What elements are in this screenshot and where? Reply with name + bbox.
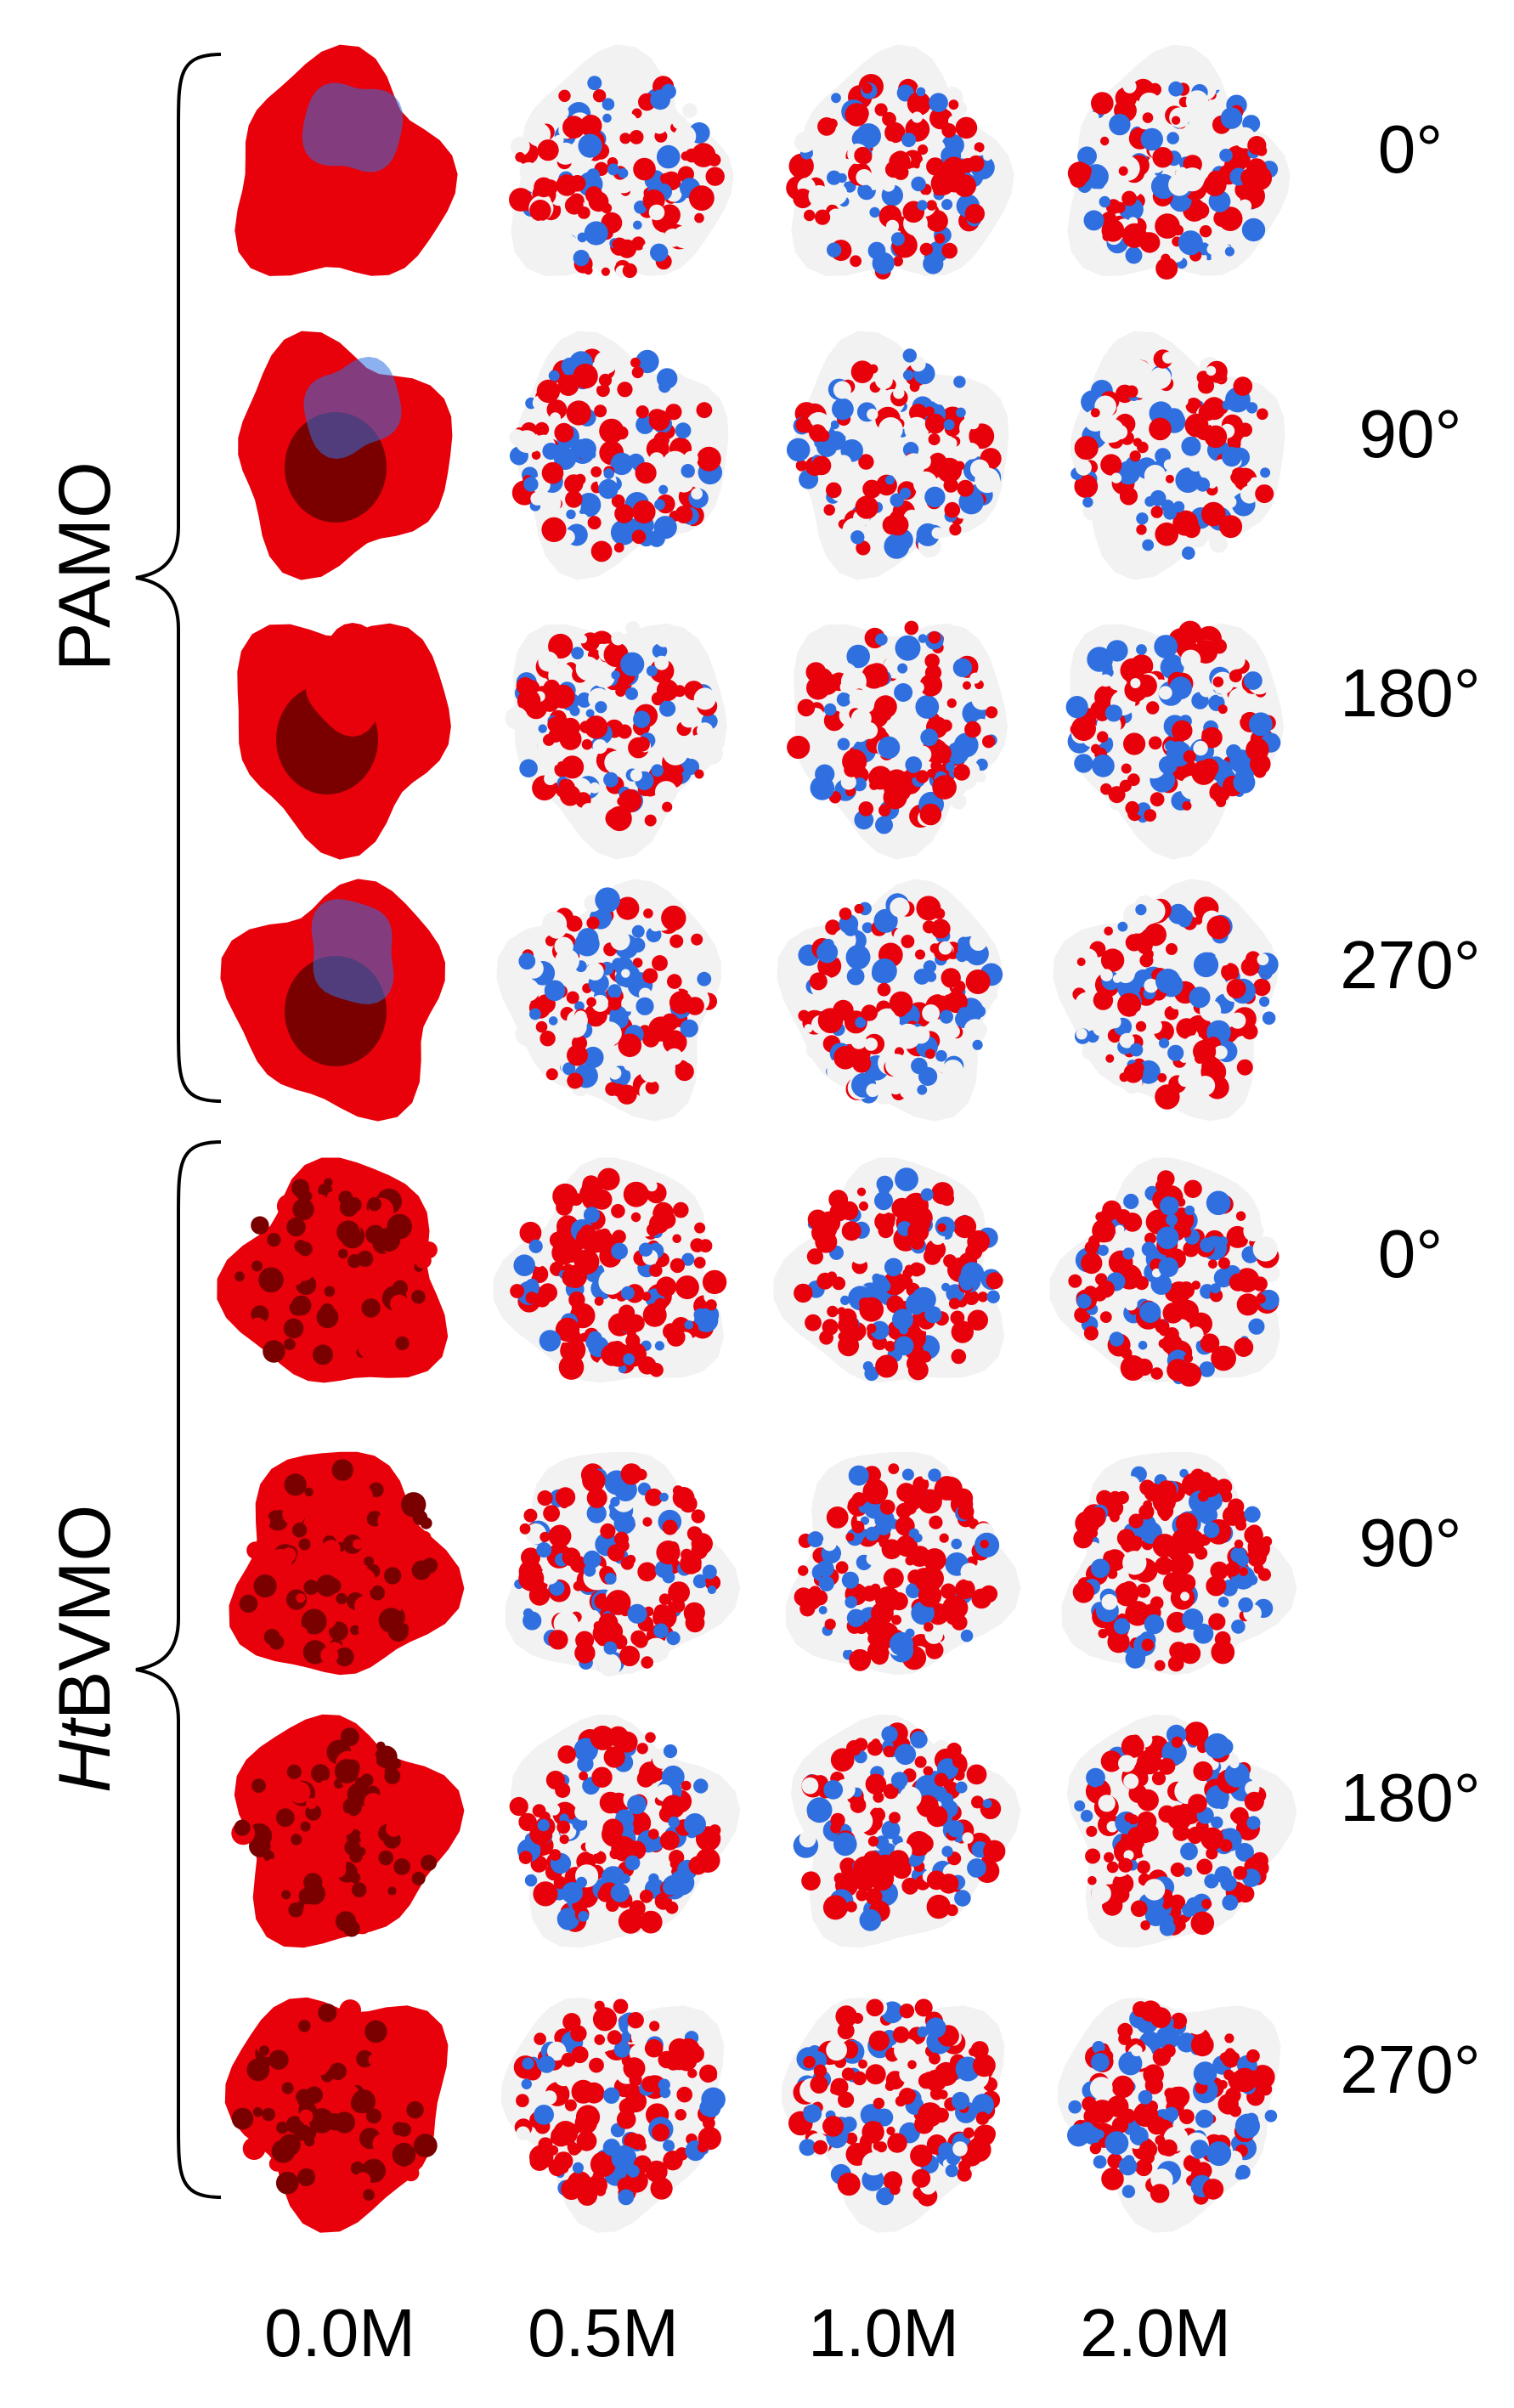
surface-htbvmo-row0-col3 [1032,1139,1313,1419]
surface-pamo-row0-col1 [476,34,756,314]
surface-htbvmo-row0-col0 [200,1139,480,1419]
surface-pamo-row3-col1 [476,858,756,1139]
surface-htbvmo-row2-col1 [476,1691,756,1971]
angle-label-htbvmo-180: 180° [1340,1760,1481,1835]
concentration-label-2-0: 2.0M [1080,2295,1231,2371]
angle-label-pamo-90: 90° [1359,396,1462,472]
surface-pamo-row1-col0 [200,314,480,595]
surface-htbvmo-row3-col1 [476,1963,756,2243]
surface-htbvmo-row1-col1 [476,1427,756,1708]
surface-pamo-row2-col0 [200,586,480,867]
concentration-label-1-0: 1.0M [808,2295,959,2371]
surface-htbvmo-row0-col2 [756,1139,1037,1419]
surface-htbvmo-row1-col0 [200,1427,480,1708]
concentration-label-0-0: 0.0M [264,2295,415,2371]
group-label-italic-part: Ht [44,1720,126,1793]
htbvmo-brace [135,1140,222,2199]
angle-label-pamo-270: 270° [1340,927,1481,1003]
concentration-label-0-5: 0.5M [528,2295,679,2371]
surface-htbvmo-row1-col3 [1032,1427,1313,1708]
surface-htbvmo-row2-col2 [756,1691,1037,1971]
surface-pamo-row0-col3 [1032,34,1313,314]
surface-htbvmo-row3-col3 [1032,1963,1313,2243]
surface-pamo-row3-col0 [200,858,480,1139]
surface-pamo-row2-col3 [1032,586,1313,867]
surface-pamo-row0-col2 [756,34,1037,314]
surface-htbvmo-row1-col2 [756,1427,1037,1708]
surface-htbvmo-row2-col0 [200,1691,480,1971]
pamo-brace [135,53,222,1103]
angle-label-htbvmo-90: 90° [1359,1505,1462,1580]
angle-label-htbvmo-270: 270° [1340,2032,1481,2107]
group-label-pamo: PAMO [44,461,126,671]
surface-pamo-row1-col1 [476,314,756,595]
angle-label-pamo-180: 180° [1340,655,1481,731]
angle-label-htbvmo-0: 0° [1377,1216,1443,1292]
surface-pamo-row1-col3 [1032,314,1313,595]
surface-htbvmo-row3-col0 [200,1963,480,2243]
surface-htbvmo-row3-col2 [756,1963,1037,2243]
surface-pamo-row0-col0 [200,34,480,314]
surface-pamo-row2-col1 [476,586,756,867]
group-label-htbvmo: HtBVMO [42,1505,127,1793]
surface-htbvmo-row2-col3 [1032,1691,1313,1971]
angle-label-pamo-0: 0° [1377,111,1443,187]
surface-htbvmo-row0-col1 [476,1139,756,1419]
surface-pamo-row3-col3 [1032,858,1313,1139]
group-label-upright-part: BVMO [44,1504,126,1720]
surface-pamo-row2-col2 [756,586,1037,867]
surface-pamo-row1-col2 [756,314,1037,595]
surface-pamo-row3-col2 [756,858,1037,1139]
